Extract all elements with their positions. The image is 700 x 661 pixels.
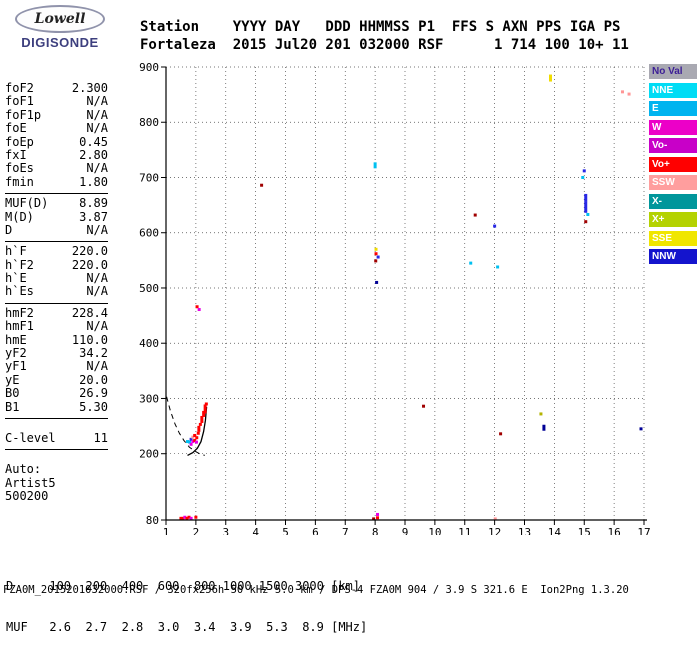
separator-line [5, 417, 108, 419]
svg-text:6: 6 [312, 526, 319, 535]
param-row-hf: h`F 220.0 [5, 244, 108, 259]
param-group-3: hmF2 228.4 hmF1 N/A hmE 110.0 yF2 34.2 yF1 N/A yE 2… [5, 305, 108, 414]
legend-item-no-val: No Val [649, 64, 697, 79]
svg-text:11: 11 [458, 526, 471, 535]
header-line-2: Fortaleza 2015 Jul20 201 032000 RSF 1 71… [140, 37, 629, 53]
param-row-fmin: fmin 1.80 [5, 174, 108, 189]
logo-lowell-text: Lowell [34, 11, 86, 27]
svg-text:14: 14 [548, 526, 562, 535]
legend-item-ssw: SSW [649, 175, 697, 190]
param-row-hf2: h`F2 220.0 [5, 257, 108, 272]
legend-item-vo+: Vo+ [649, 156, 697, 172]
separator-line [5, 241, 108, 243]
grid [166, 66, 645, 520]
param-row-he: h`E N/A [5, 271, 108, 286]
param-row-foe: foE N/A [5, 121, 108, 136]
param-row-fof2: foF2 2.300 [5, 81, 108, 95]
svg-text:400: 400 [139, 337, 159, 350]
param-row-hme: hmE 110.0 [5, 332, 108, 347]
param-group-5: Auto: Artist5 500200 [5, 462, 108, 504]
param-group-4: C-level 11 [5, 430, 108, 445]
header-line-1: Station YYYY DAY DDD HHMMSS P1 FFS S AXN… [140, 19, 621, 35]
svg-text:7: 7 [342, 526, 349, 535]
svg-text:10: 10 [428, 526, 441, 535]
param-row-hes: h`Es N/A [5, 284, 108, 299]
svg-text:15: 15 [578, 526, 591, 535]
param-row-ye: yE 20.0 [5, 372, 108, 387]
dmuf-table: D 100 200 400 600 800 1000 1500 3000 [km… [6, 553, 367, 661]
legend-item-sse: SSE [649, 230, 697, 246]
param-row-artist5: Artist5 [5, 475, 56, 490]
x-axis-ticks: 1 2 3 4 5 6 7 8 9 10 11 12 13 14 15 16 17 [163, 520, 651, 535]
axes [165, 67, 647, 521]
param-row-500200: 500200 [5, 489, 49, 504]
svg-text:600: 600 [139, 227, 159, 240]
lowell-logo: Lowell DIGISONDE [8, 5, 112, 50]
svg-text:8: 8 [372, 526, 379, 535]
echo-points [179, 74, 643, 521]
legend-item-e: E [649, 101, 697, 116]
param-row-d: D N/A [5, 222, 108, 237]
legend-item-nnw: NNW [649, 249, 697, 264]
svg-text:300: 300 [139, 392, 159, 405]
profile-dashed-line [166, 396, 205, 456]
muf-row: MUF 2.6 2.7 2.8 3.0 3.4 3.9 5.3 8.9 [MHz… [6, 619, 368, 634]
svg-text:1: 1 [163, 526, 170, 535]
param-row-hmf2: hmF2 228.4 [5, 305, 108, 320]
param-row-b0: B0 26.9 [5, 386, 108, 401]
param-row-fof1: foF1 N/A [5, 94, 108, 109]
param-group-0: foF2 2.300 foF1 N/A foF1p N/A foE N/A foEp 0.45 fx… [5, 81, 108, 189]
logo-digisonde-text: DIGISONDE [21, 35, 99, 50]
param-group-1: MUF(D) 8.89 M(D) 3.87 D N/A [5, 196, 108, 237]
svg-text:2: 2 [193, 526, 200, 535]
param-row-clevel: C-level 11 [5, 430, 108, 445]
legend-item-nne: NNE [649, 82, 697, 98]
svg-text:500: 500 [139, 282, 159, 295]
svg-text:5: 5 [282, 526, 289, 535]
svg-text:80: 80 [146, 514, 159, 527]
svg-text:3: 3 [222, 526, 229, 535]
svg-text:16: 16 [608, 526, 621, 535]
svg-text:700: 700 [139, 171, 159, 184]
param-group-2: h`F 220.0 h`F2 220.0 h`E N/A h`Es N/A [5, 244, 108, 299]
param-row-b1: B1 5.30 [5, 399, 108, 414]
ionogram-page: Lowell DIGISONDE Station YYYY DAY DDD HH… [3, 5, 697, 633]
svg-text:800: 800 [139, 116, 159, 129]
svg-text:4: 4 [252, 526, 259, 535]
station-header: Station YYYY DAY DDD HHMMSS P1 FFS S AXN… [140, 18, 629, 54]
svg-text:17: 17 [637, 526, 650, 535]
footer-info: FZA0M_2015201032000.RSF / 320fx256h 50 k… [3, 584, 629, 596]
svg-text:900: 900 [139, 61, 159, 74]
separator-line [5, 449, 108, 451]
svg-text:12: 12 [488, 526, 501, 535]
param-row-md: M(D) 3.87 [5, 209, 108, 224]
svg-text:9: 9 [402, 526, 409, 535]
d-row: D 100 200 400 600 800 1000 1500 3000 [km… [6, 579, 361, 593]
param-row-fof1p: foF1p N/A [5, 107, 108, 122]
logo-oval: Lowell [15, 5, 105, 33]
legend-item-vo-: Vo- [649, 138, 697, 153]
legend-item-x+: X+ [649, 212, 697, 227]
ionogram-chart: 1 2 3 4 5 6 7 8 9 10 11 12 13 14 15 16 17802003004005006… [139, 61, 651, 535]
param-row-auto: Auto: [5, 462, 42, 477]
legend-item-w: W [649, 119, 697, 135]
param-row-fxi: fxI 2.80 [5, 147, 108, 162]
param-row-yf1: yF1 N/A [5, 359, 108, 374]
param-row-foep: foEp 0.45 [5, 134, 108, 149]
parameter-panel: foF2 2.300 foF1 N/A foF1p N/A foE N/A foEp 0.45 fx… [5, 81, 108, 504]
param-row-foes: foEs N/A [5, 161, 108, 176]
y-axis-ticks: 80 200 300 400 500 600 700 800 900 [139, 61, 166, 527]
param-row-yf2: yF2 34.2 [5, 346, 108, 361]
separator-line [5, 193, 108, 195]
svg-text:200: 200 [139, 448, 159, 461]
separator-line [5, 302, 108, 304]
trace-fit-curve [187, 406, 208, 456]
param-row-mufd: MUF(D) 8.89 [5, 196, 108, 211]
legend-item-x-: X- [649, 193, 697, 209]
legend: No Val NNE E W Vo- Vo+ SSW X- X+ SSE NNW [649, 64, 697, 268]
param-row-hmf1: hmF1 N/A [5, 319, 108, 334]
svg-text:13: 13 [518, 526, 531, 535]
